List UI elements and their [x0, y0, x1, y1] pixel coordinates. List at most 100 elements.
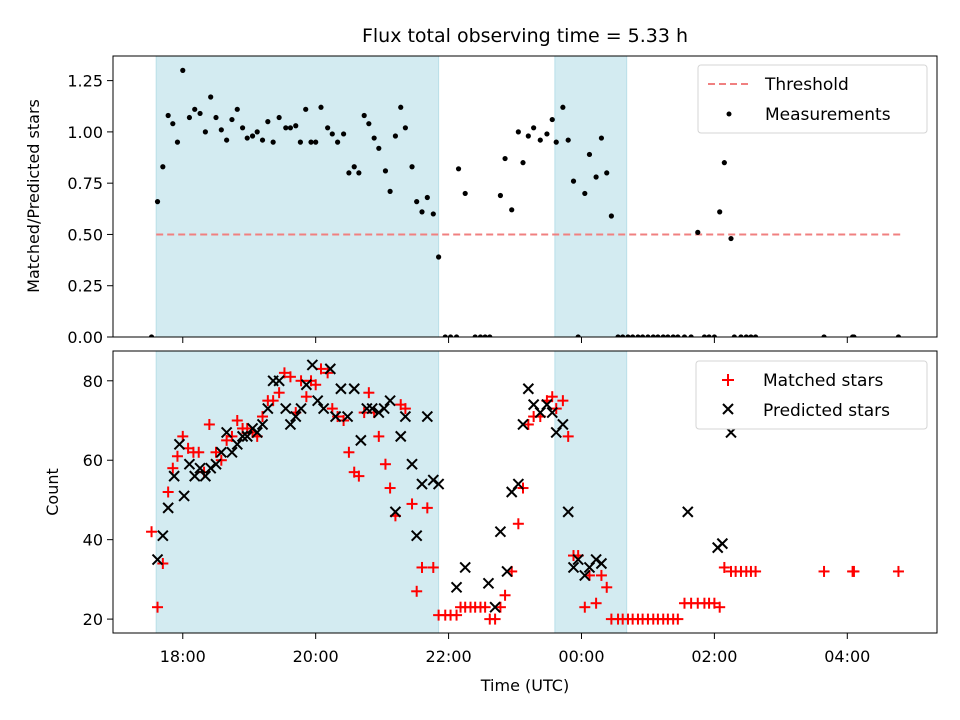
predicted-star-point — [501, 565, 513, 578]
measurement-point — [218, 127, 224, 133]
measurement-point — [520, 160, 526, 166]
ratio-chart: Flux total observing time = 5.33 h 0.000… — [24, 25, 938, 347]
measurement-point — [731, 334, 737, 337]
predicted-star-point — [384, 394, 396, 407]
measurement-point — [244, 135, 250, 141]
predicted-star-point — [410, 529, 423, 542]
matched-star-point — [152, 601, 164, 613]
measurement-point — [586, 151, 593, 158]
measurement-point — [361, 112, 367, 119]
measurement-point — [525, 133, 531, 139]
measurement-point — [455, 166, 462, 172]
x-tick-label: 20:00 — [293, 647, 339, 666]
measurement-point — [537, 137, 543, 143]
y-tick-label: 80 — [83, 372, 103, 391]
plot-frame — [112, 55, 938, 338]
measurement-point — [387, 188, 393, 194]
measurement-point — [313, 139, 319, 145]
measurement-point — [630, 334, 636, 337]
predicted-star-point — [335, 383, 347, 395]
matched-star-point — [343, 446, 355, 458]
measurement-point — [424, 194, 430, 201]
measurement-points — [148, 67, 902, 337]
predicted-star-point — [178, 490, 190, 502]
measurement-point — [335, 139, 341, 145]
predicted-star-point — [262, 402, 274, 415]
predicted-star-point — [215, 446, 228, 458]
predicted-star-point — [546, 406, 558, 419]
matched-star-point — [512, 518, 524, 530]
y-axis-label: Count — [43, 468, 62, 516]
y-tick-label: 0.25 — [67, 277, 103, 296]
predicted-star-point — [517, 418, 529, 431]
measurement-point — [308, 139, 314, 145]
y-axis-label: Matched/Predicted stars — [24, 99, 43, 293]
measurement-point — [748, 334, 754, 337]
measurement-point — [249, 133, 256, 139]
observing-interval-0 — [155, 350, 440, 634]
measurement-point — [593, 174, 599, 180]
predicted-star-point — [432, 478, 445, 490]
measurement-point — [728, 235, 734, 242]
matched-star-point — [231, 415, 243, 427]
predicted-star-point — [567, 561, 580, 574]
measurement-point — [575, 334, 581, 337]
measurement-point — [287, 125, 294, 131]
measurement-point — [414, 199, 420, 205]
matched-star-point — [146, 526, 158, 538]
observing-interval-1 — [554, 55, 628, 338]
predicted-star-point — [557, 418, 569, 431]
measurement-point — [625, 334, 631, 337]
measurement-point — [254, 129, 260, 135]
measurement-point — [620, 334, 626, 337]
measurement-point — [553, 139, 559, 145]
y-tick-label: 20 — [83, 610, 103, 629]
measurement-point — [213, 114, 219, 121]
measurement-point — [392, 133, 399, 139]
measurement-point — [192, 106, 198, 112]
x-tick-label: 02:00 — [691, 647, 737, 666]
measurement-point — [462, 190, 468, 197]
predicted-star-point — [189, 470, 201, 482]
matched-star-point — [892, 565, 904, 577]
measurement-point — [174, 139, 181, 145]
y-tick-label: 0.75 — [67, 174, 103, 193]
measurement-point — [293, 123, 299, 129]
predicted-star-point — [341, 410, 354, 423]
predicted-star-point — [399, 410, 412, 423]
matched-star-point — [399, 403, 411, 415]
predicted-star-point — [290, 410, 302, 423]
measurement-point — [688, 334, 694, 337]
predicted-star-point — [522, 383, 535, 395]
measurement-point — [675, 334, 681, 337]
x-tick-label: 00:00 — [558, 647, 604, 666]
predicted-star-point — [162, 502, 174, 514]
predicted-star-point — [231, 438, 243, 451]
measurement-point — [447, 334, 454, 337]
measurement-point — [318, 104, 324, 110]
measurement-point — [570, 178, 577, 184]
measurement-point — [598, 135, 605, 141]
matched-star-point — [562, 430, 574, 442]
predicted-star-point — [562, 506, 574, 518]
measurement-point — [640, 334, 646, 337]
predicted-star-point — [236, 430, 249, 443]
predicted-star-point — [241, 430, 253, 443]
predicted-star-point — [395, 430, 407, 443]
predicted-star-point — [210, 458, 222, 470]
matched-star-point — [427, 561, 439, 573]
legend-predicted-label: Predicted stars — [763, 401, 890, 421]
predicted-star-point — [366, 402, 378, 415]
x-tick-label: 04:00 — [824, 647, 870, 666]
predicted-star-point — [183, 458, 196, 470]
predicted-star-point — [389, 506, 402, 518]
measurement-point — [721, 160, 727, 166]
predicted-star-point — [157, 529, 169, 542]
matched-star-point — [714, 601, 726, 613]
measurement-point — [650, 334, 656, 337]
predicted-star-point — [459, 561, 471, 574]
measurement-point — [717, 209, 723, 215]
predicted-star-point — [284, 418, 297, 431]
matched-star-point — [416, 561, 428, 573]
